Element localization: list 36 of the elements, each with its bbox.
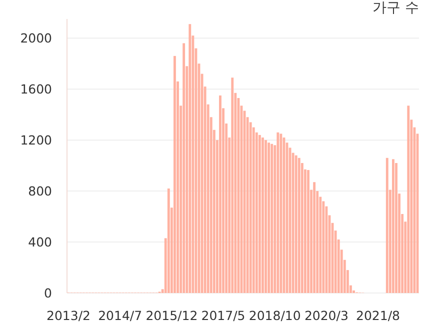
x-tick-label: 2018/10 <box>248 308 301 323</box>
bar <box>219 95 222 293</box>
bar <box>313 182 316 293</box>
bar <box>264 140 267 293</box>
bar <box>307 170 310 293</box>
y-tick-label: 800 <box>28 184 52 199</box>
y-tick-label: 400 <box>28 234 52 250</box>
bar <box>231 78 234 293</box>
bar <box>294 155 298 293</box>
bar <box>258 134 261 293</box>
bar <box>395 163 398 293</box>
x-tick-label: 2020/3 <box>304 308 348 323</box>
x-tick-label: 2021/8 <box>356 308 400 323</box>
bar <box>262 138 264 293</box>
bar <box>182 43 186 293</box>
bar <box>270 144 274 293</box>
bar <box>276 132 280 293</box>
y-tick-label: 2000 <box>20 30 52 46</box>
x-tick-label: 2017/5 <box>201 308 246 323</box>
y-axis-title: 가구 수 <box>372 0 419 16</box>
bar <box>280 134 282 293</box>
y-tick-label: 1200 <box>20 132 52 148</box>
x-tick-label: 2013/2 <box>46 308 91 323</box>
bar <box>392 159 394 293</box>
y-tick-label: 1600 <box>20 82 52 97</box>
x-tick-label: 2015/12 <box>146 308 198 323</box>
y-tick-label: 0 <box>44 286 52 300</box>
bar <box>268 142 270 293</box>
bar <box>167 188 170 293</box>
bar <box>322 201 325 293</box>
bar <box>386 158 388 293</box>
x-tick-label: 2014/7 <box>98 308 142 323</box>
bar <box>174 56 176 293</box>
bar <box>407 106 410 293</box>
bar <box>188 24 192 293</box>
bar <box>298 158 300 293</box>
